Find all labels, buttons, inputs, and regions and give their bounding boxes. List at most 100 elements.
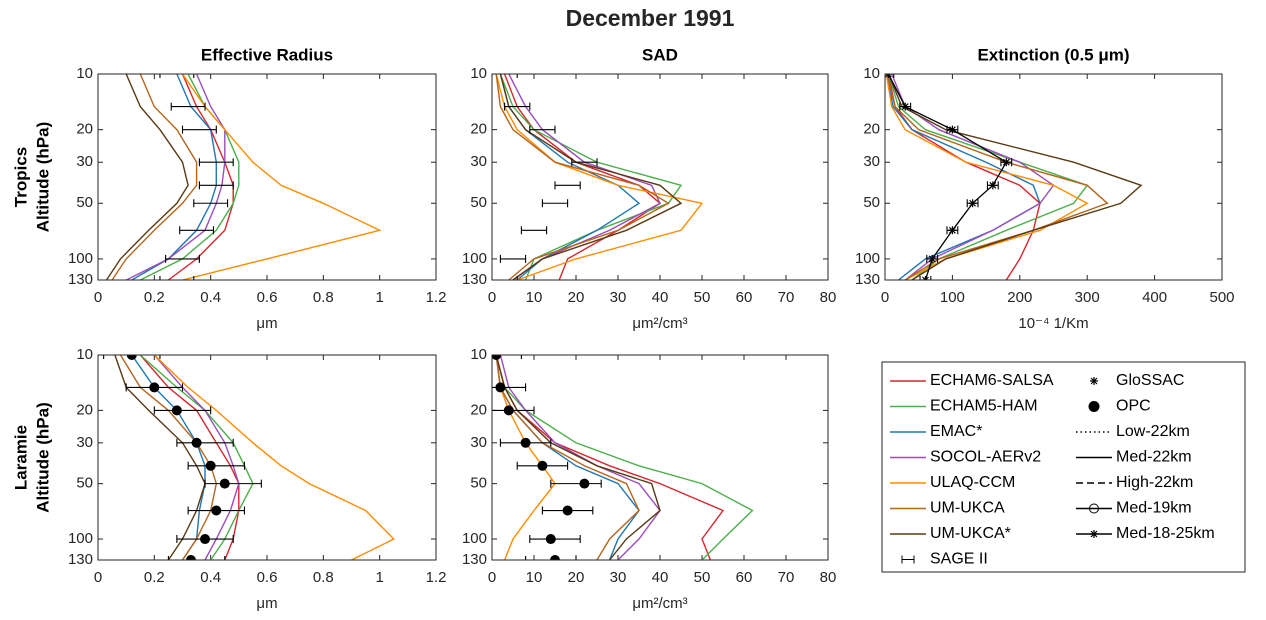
x-tick-label: 10 <box>526 569 543 586</box>
obs-dot <box>219 478 230 489</box>
y-tick-label: 10 <box>863 65 880 82</box>
y-tick-label: 50 <box>470 475 487 492</box>
y-tick-label: 30 <box>76 153 93 170</box>
y-tick-label: 20 <box>470 121 487 138</box>
series-line <box>153 355 395 560</box>
star-marker <box>901 102 910 111</box>
star-marker <box>948 226 957 235</box>
x-tick-label: 300 <box>1075 289 1100 306</box>
plot-area <box>103 355 395 560</box>
y-tick-label: 100 <box>462 250 487 267</box>
y-tick-label: 50 <box>470 194 487 211</box>
x-axis-label: μm <box>256 315 277 332</box>
axes-box <box>97 73 437 281</box>
error-bar <box>159 276 195 280</box>
series-line <box>499 74 683 280</box>
panel: SAD μm²/cm³ 0 10 20 30 40 50 60 70 80 10 20 30 50 100 13… <box>462 45 836 331</box>
star-marker <box>928 254 937 263</box>
x-tick-label: 70 <box>778 569 795 586</box>
series-line <box>495 355 754 560</box>
obs-dot <box>537 460 548 471</box>
y-tick-label: 10 <box>76 65 93 82</box>
series-line <box>125 74 226 280</box>
obs-dot <box>579 478 590 489</box>
x-tick-label: 80 <box>820 569 837 586</box>
legend-label: UM-UKCA* <box>930 525 1011 542</box>
x-tick-label: 0 <box>94 289 102 306</box>
error-bar <box>159 74 195 78</box>
y-tick-label: 100 <box>68 250 93 267</box>
x-axis-label: μm²/cm³ <box>632 315 687 332</box>
x-tick-label: 0.8 <box>313 289 334 306</box>
series-line <box>111 74 198 280</box>
plot-area <box>492 355 754 560</box>
star-marker <box>988 181 997 190</box>
error-bar <box>176 438 234 447</box>
x-tick-label: 50 <box>694 569 711 586</box>
y-tick-label: 130 <box>462 551 487 568</box>
legend-label: EMAC* <box>930 423 982 440</box>
x-tick-label: 0.8 <box>313 569 334 586</box>
x-tick-label: 1 <box>375 569 383 586</box>
series-line <box>114 355 206 560</box>
y-tick-label: 100 <box>68 530 93 547</box>
y-tick-label: 10 <box>470 346 487 363</box>
obs-dot <box>185 555 196 560</box>
obs-dot <box>149 382 160 393</box>
legend-label: ECHAM5-HAM <box>930 398 1038 415</box>
legend-label: Low-22km <box>1116 423 1190 440</box>
error-bar <box>919 276 932 280</box>
x-tick-label: 0.2 <box>144 289 165 306</box>
obs-dot <box>495 382 506 393</box>
error-bar <box>153 406 212 415</box>
error-bar <box>492 74 518 78</box>
y-tick-label: 130 <box>68 271 93 288</box>
y-tick-label: 30 <box>470 434 487 451</box>
error-bar <box>504 102 531 111</box>
x-axis-label: μm²/cm³ <box>632 595 687 612</box>
x-tick-label: 0 <box>94 569 102 586</box>
error-bar <box>529 125 556 134</box>
series-line <box>499 74 683 280</box>
x-tick-label: 0 <box>488 569 496 586</box>
x-tick-label: 0.2 <box>144 569 165 586</box>
error-bar <box>193 199 229 208</box>
x-tick-label: 70 <box>778 289 795 306</box>
x-tick-label: 0 <box>881 289 889 306</box>
x-tick-label: 200 <box>1007 289 1032 306</box>
series-line <box>886 74 1041 280</box>
x-tick-label: 60 <box>736 569 753 586</box>
y-tick-label: 130 <box>462 271 487 288</box>
panel: Extinction (0.5 μm) 10⁻⁴ 1/Km 0 100 200 300 40… <box>855 45 1235 331</box>
legend-label: Med-19km <box>1116 500 1192 517</box>
panel-title: Extinction (0.5 μm) <box>977 45 1129 64</box>
plot-area <box>492 74 704 280</box>
y-tick-label: 20 <box>76 121 93 138</box>
axes-box <box>491 73 829 281</box>
series-line <box>503 74 662 280</box>
y-tick-label: 30 <box>470 153 487 170</box>
x-tick-label: 1.2 <box>426 289 447 306</box>
plot-area <box>105 74 382 280</box>
series-line <box>495 355 725 560</box>
panel: Effective Radius μm Tropics Altitude (hPa) 0… <box>11 45 446 331</box>
legend-label: GloSSAC <box>1116 372 1184 389</box>
obs-dot <box>503 405 514 416</box>
series-line <box>181 74 382 280</box>
axes-box <box>491 354 829 561</box>
series-line <box>508 74 661 280</box>
legend-label: UM-UKCA <box>930 500 1005 517</box>
error-bar <box>165 254 200 263</box>
error-bar <box>550 479 602 488</box>
star-marker <box>968 199 977 208</box>
x-axis-label: μm <box>256 595 277 612</box>
x-axis-label: 10⁻⁴ 1/Km <box>1018 315 1088 332</box>
y-tick-label: 50 <box>863 194 880 211</box>
error-bar <box>499 254 527 263</box>
series-line <box>495 74 704 280</box>
error-bar <box>520 226 548 235</box>
error-bar <box>492 355 522 359</box>
obs-dot <box>205 460 216 471</box>
y-tick-label: 20 <box>470 401 487 418</box>
